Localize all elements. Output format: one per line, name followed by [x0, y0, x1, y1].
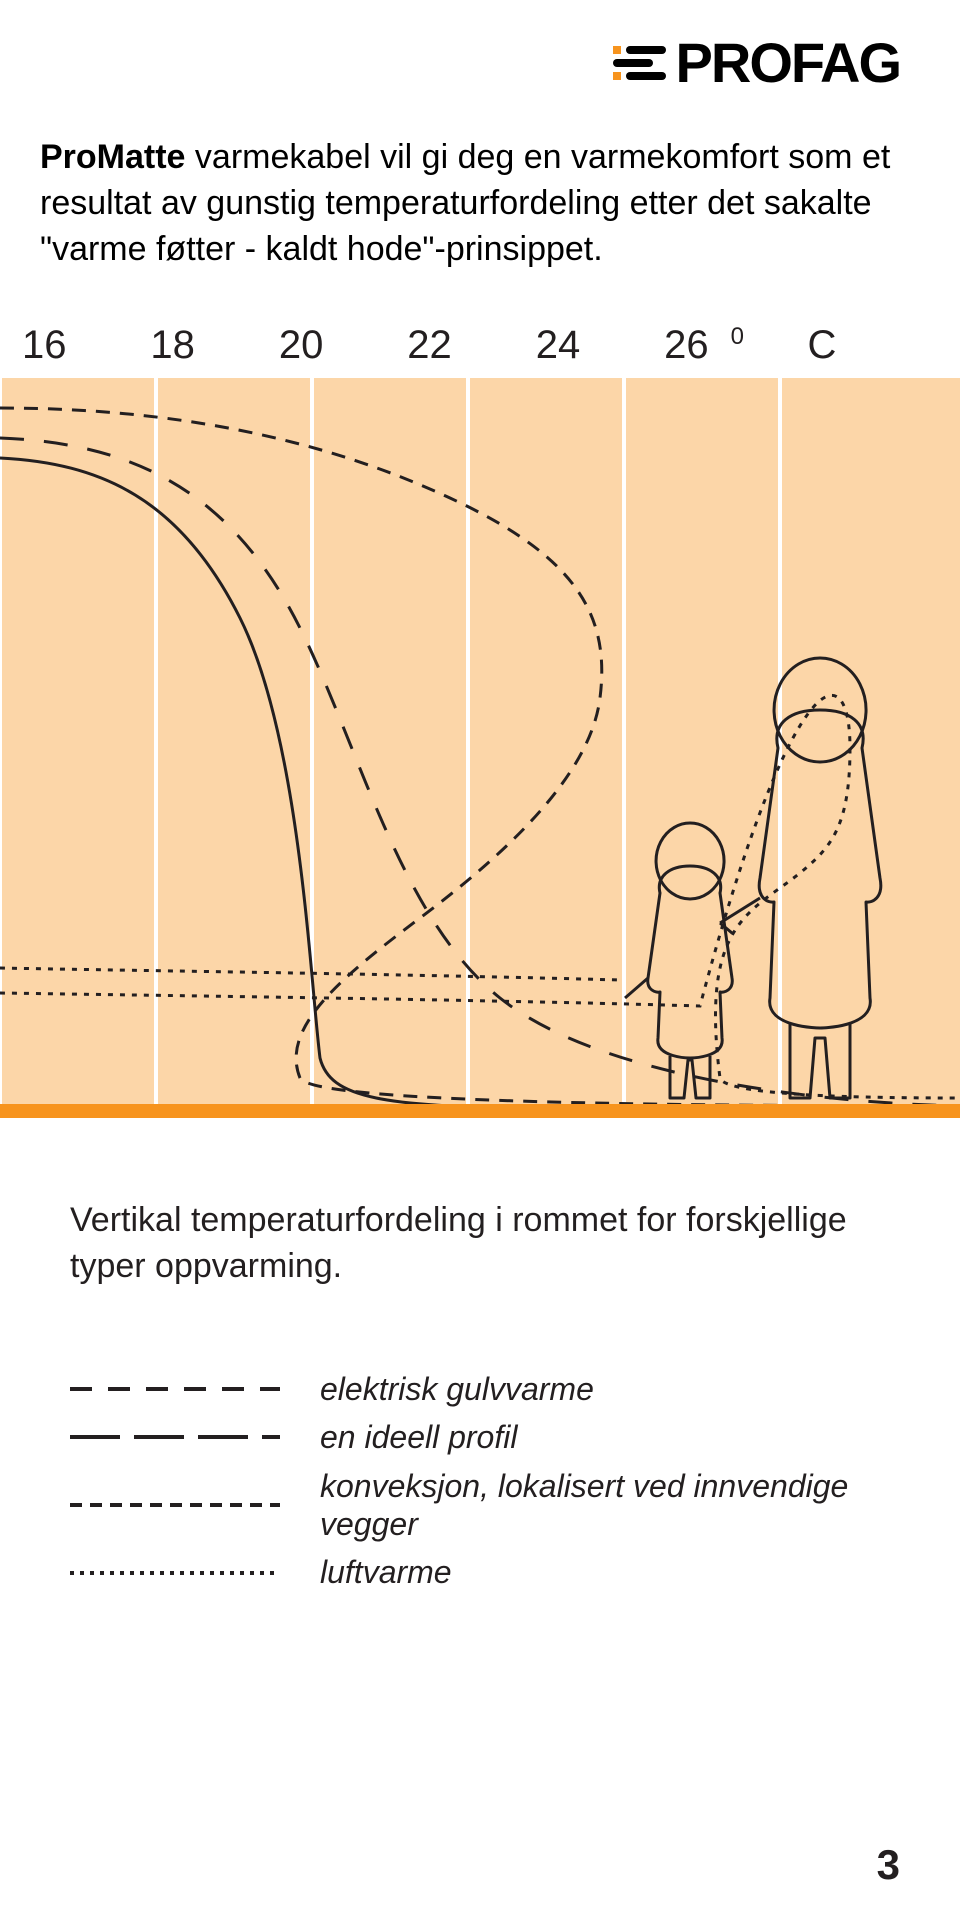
legend-row: en ideell profil	[70, 1418, 920, 1456]
legend-row: elektrisk gulvvarme	[70, 1370, 920, 1408]
x-unit: 0C	[731, 323, 900, 368]
legend-sample-icon	[70, 1422, 280, 1452]
page-number: 3	[877, 1841, 900, 1889]
legend-sample-icon	[70, 1490, 280, 1520]
intro-paragraph: ProMatte varmekabel vil gi deg en varmek…	[0, 135, 960, 323]
legend: elektrisk gulvvarme en ideell profil kon…	[0, 1340, 960, 1592]
plot-area	[0, 378, 960, 1118]
legend-label: luftvarme	[320, 1553, 452, 1591]
x-tick: 24	[494, 323, 622, 368]
legend-label: konveksjon, lokalisert ved innvendige ve…	[320, 1467, 920, 1544]
x-tick: 22	[365, 323, 493, 368]
intro-lead: ProMatte	[40, 138, 185, 176]
x-tick: 20	[237, 323, 365, 368]
plot-background	[0, 378, 960, 1118]
x-tick: 18	[108, 323, 236, 368]
x-tick: 16	[0, 323, 108, 368]
legend-sample-icon	[70, 1558, 280, 1588]
logo-mark-icon	[613, 46, 666, 80]
legend-label: en ideell profil	[320, 1418, 517, 1456]
x-axis-labels: 16 18 20 22 24 26 0C	[0, 323, 960, 368]
legend-row: konveksjon, lokalisert ved innvendige ve…	[70, 1467, 920, 1544]
chart-caption: Vertikal temperaturfordeling i rommet fo…	[0, 1118, 960, 1340]
legend-row: luftvarme	[70, 1553, 920, 1591]
brand-name: PROFAG	[676, 30, 900, 95]
legend-sample-icon	[70, 1374, 280, 1404]
temperature-chart: 16 18 20 22 24 26 0C	[0, 323, 960, 1118]
brand-logo: PROFAG	[613, 30, 900, 95]
legend-label: elektrisk gulvvarme	[320, 1370, 594, 1408]
header: PROFAG	[0, 0, 960, 135]
plot-svg	[0, 378, 960, 1118]
